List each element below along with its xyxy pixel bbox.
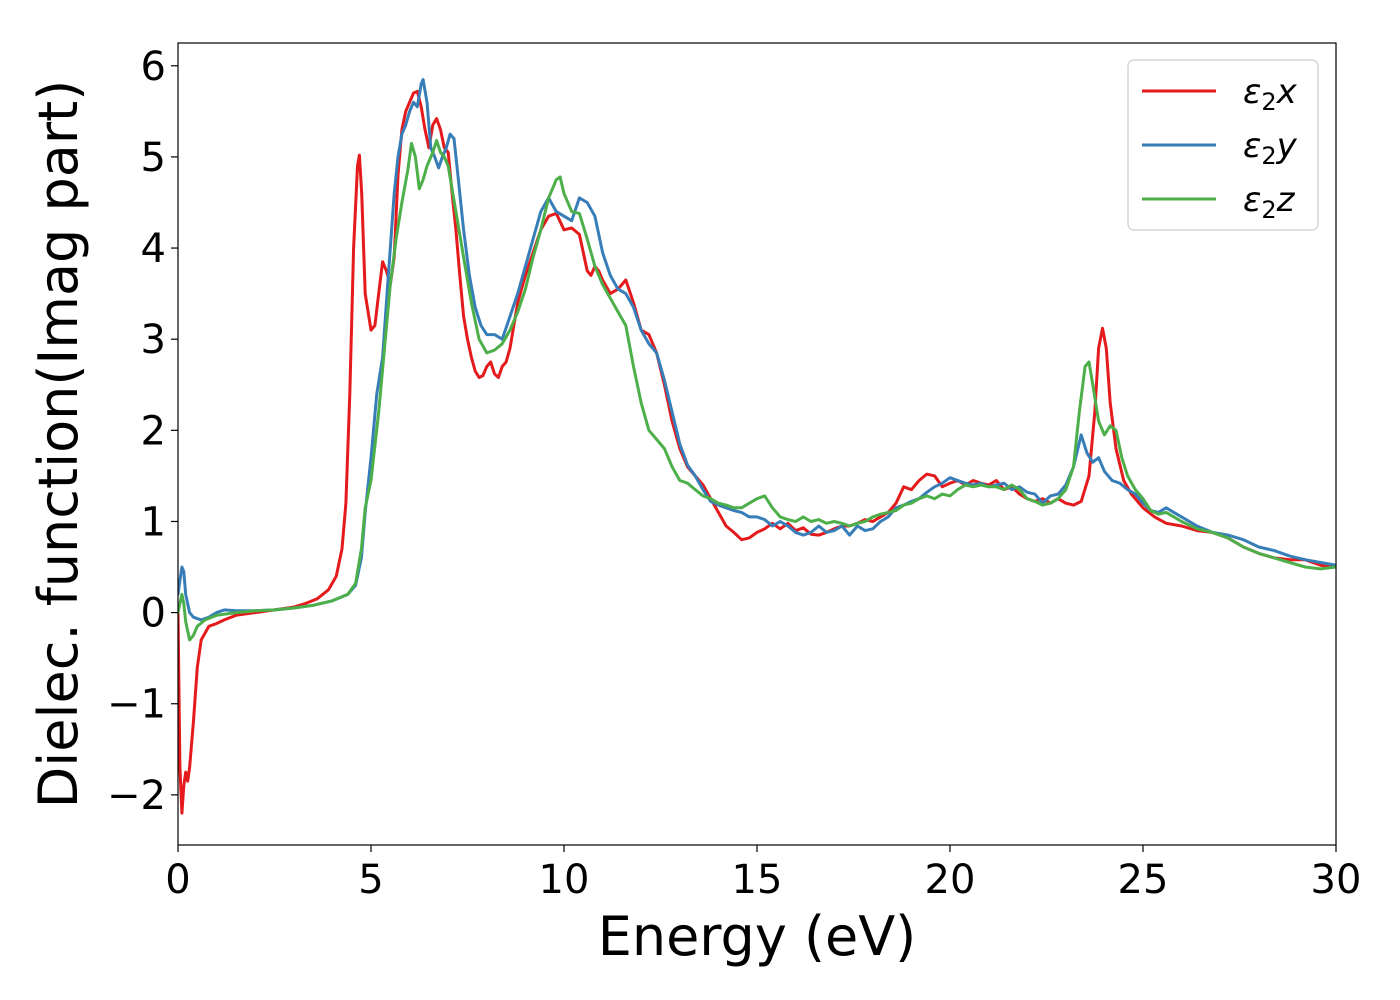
- legend-label-z: ε2z: [1243, 180, 1296, 224]
- legend-label-y: ε2y: [1243, 126, 1298, 170]
- x-tick-label: 25: [1118, 857, 1169, 903]
- legend: ε2x ε2y ε2z: [1127, 59, 1319, 231]
- y-tick-label: 6: [141, 44, 166, 90]
- y-tick-label: 4: [141, 226, 166, 272]
- series-line-z: [178, 139, 1336, 642]
- x-tick-label: 20: [925, 857, 976, 903]
- legend-label-x: ε2x: [1243, 72, 1298, 116]
- x-tick-label: 0: [165, 857, 190, 903]
- y-tick-label: 0: [141, 591, 166, 637]
- y-tick-label: 1: [141, 499, 166, 545]
- y-tick-label: 3: [141, 317, 166, 363]
- y-tick-label: 5: [141, 135, 166, 181]
- y-tick-label: 2: [141, 408, 166, 454]
- x-tick-label: 10: [539, 857, 590, 903]
- x-tick-label: 30: [1311, 857, 1362, 903]
- x-tick-label: 5: [358, 857, 383, 903]
- y-axis-label: Dielec. function(Imag part): [27, 80, 90, 809]
- x-tick-label: 15: [732, 857, 783, 903]
- y-tick-label: −2: [107, 773, 166, 819]
- x-axis-label: Energy (eV): [598, 905, 917, 968]
- ticks-group: 0 5 10 15 20 25 30 −2 −1 0 1 2 3 4 5 6: [107, 44, 1361, 903]
- y-tick-label: −1: [107, 682, 166, 728]
- series-lines-group: [178, 78, 1336, 815]
- legend-box: [1127, 59, 1319, 231]
